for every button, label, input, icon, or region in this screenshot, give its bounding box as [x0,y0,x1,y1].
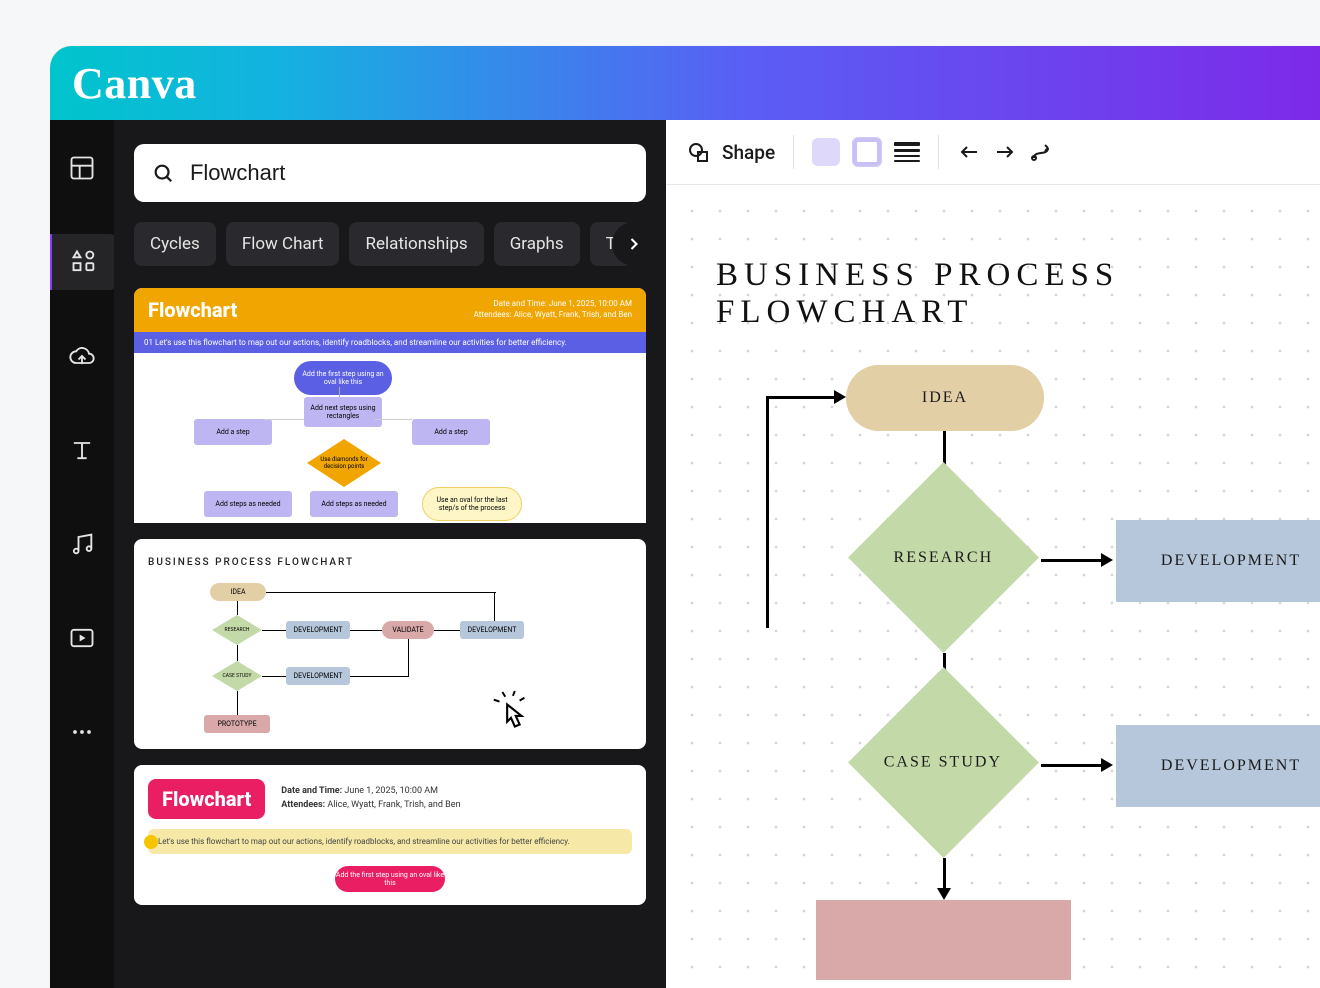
nav-rail [50,120,114,988]
template-card-1[interactable]: Flowchart Date and Time: June 1, 2025, 1… [134,288,646,523]
t1-meta-2: Attendees: Alice, Wyatt, Frank, Trish, a… [474,309,632,320]
arrow-research-dev1-head [1101,553,1113,567]
t2-validate: VALIDATE [382,621,434,639]
t3-node1: Add the first step using an oval like th… [335,866,445,892]
canvas-title: BUSINESS PROCESS FLOWCHART [716,257,1320,331]
chip-relationships[interactable]: Relationships [349,222,483,266]
chips-scroll-right[interactable] [616,226,652,262]
arrow-research-dev1 [1041,559,1103,562]
template-results: Flowchart Date and Time: June 1, 2025, 1… [134,288,646,905]
elements-nav[interactable] [50,234,116,290]
node-idea-label: IDEA [922,389,968,407]
more-nav[interactable] [50,704,114,760]
layout-icon [68,154,96,182]
t1-node-bl: Add steps as needed [204,491,292,517]
connector-icon[interactable] [1029,140,1053,164]
template-card-2[interactable]: BUSINESS PROCESS FLOWCHART IDEA RESEARCH… [134,539,646,749]
search-icon [152,161,174,185]
t1-node-decide: Use diamonds for decision points [307,439,381,487]
node-dev1[interactable]: DEVELOPMENT [1116,520,1320,602]
template-card-3[interactable]: Flowchart Date and Time: Date and Time: … [134,765,646,905]
t1-node-start: Add the first step using an oval like th… [294,361,392,395]
arrow-elbow-h [766,396,836,399]
t1-meta-1: Date and Time: June 1, 2025, 10:00 AM [474,298,632,309]
toolbar-divider-1 [793,135,794,169]
node-idea[interactable]: IDEA [846,365,1044,431]
search-input[interactable] [188,159,628,187]
node-dev2[interactable]: DEVELOPMENT [1116,725,1320,807]
node-research[interactable]: RESEARCH [848,462,1039,653]
toolbar-divider-2 [938,135,939,169]
t1-meta: Date and Time: June 1, 2025, 10:00 AM At… [474,298,632,320]
titlebar: Canva [50,46,1320,120]
t1-node-left: Add a step [194,419,272,445]
t2-case: CASE STUDY [212,661,262,691]
t2-dev3: DEVELOPMENT [286,667,350,685]
chip-cycles[interactable]: Cycles [134,222,216,266]
t2-title: BUSINESS PROCESS FLOWCHART [148,557,632,568]
t3-meta: Date and Time: Date and Time: June 1, 20… [281,785,460,812]
t3-bar: Let's use this flowchart to map out our … [148,829,632,854]
t1-node-step: Add next steps using rectangles [304,397,382,427]
arrow-elbow-v [766,398,769,628]
arrow-case-dev2-head [1101,758,1113,772]
node-case[interactable]: CASE STUDY [848,667,1039,858]
category-chips: Cycles Flow Chart Relationships Graphs T [134,222,646,266]
app-window: Canva [50,46,1320,988]
more-icon [68,718,96,746]
chip-graphs[interactable]: Graphs [494,222,580,266]
node-dev1-label: DEVELOPMENT [1161,552,1301,570]
arrow-right-icon[interactable] [993,140,1017,164]
chevron-right-icon [624,234,644,254]
t2-research: RESEARCH [212,615,262,645]
audio-nav[interactable] [50,516,114,572]
t1-title: Flowchart [148,298,237,322]
t2-proto: PROTOTYPE [204,715,270,733]
cloud-upload-icon [68,342,96,370]
t1-node-bm: Add steps as needed [310,491,398,517]
node-case-label: CASE STUDY [884,753,1002,771]
t2-idea: IDEA [210,583,266,601]
templates-nav[interactable] [50,140,114,196]
arrow-elbow-head [834,390,846,404]
text-nav[interactable] [50,422,114,478]
brand-logo: Canva [72,58,197,109]
text-icon [68,436,96,464]
t1-header: Flowchart Date and Time: June 1, 2025, 1… [134,288,646,332]
chip-flowchart[interactable]: Flow Chart [226,222,340,266]
videos-nav[interactable] [50,610,114,666]
t3-title: Flowchart [148,779,265,819]
arrow-case-proto-head [937,888,951,900]
elements-panel: Cycles Flow Chart Relationships Graphs T… [114,120,666,988]
arrow-case-dev2 [1041,764,1103,767]
t1-body: Add the first step using an oval like th… [134,353,646,523]
shape-icon [686,140,710,164]
stroke-color-swatch[interactable] [852,137,882,167]
t1-subtitle: 01 Let's use this flowchart to map out o… [134,332,646,353]
t2-dev1: DEVELOPMENT [286,621,350,639]
video-icon [68,624,96,652]
t1-node-right: Add a step [412,419,490,445]
search-field[interactable] [134,144,646,202]
node-dev2-label: DEVELOPMENT [1161,757,1301,775]
canvas-area: Shape BUSINESS PROCESS F [666,120,1320,988]
t2-dev2: DEVELOPMENT [460,621,524,639]
arrow-case-proto [943,858,946,890]
shapes-icon [70,248,98,276]
shape-tool[interactable]: Shape [686,140,775,164]
line-weight-button[interactable] [894,142,920,162]
workspace: Cycles Flow Chart Relationships Graphs T… [50,120,1320,988]
design-canvas[interactable]: BUSINESS PROCESS FLOWCHART IDEA RESEARCH [666,185,1320,988]
node-research-label: RESEARCH [894,548,994,566]
music-icon [68,530,96,558]
shape-label: Shape [722,141,775,164]
click-cursor-icon [488,689,534,745]
arrow-left-icon[interactable] [957,140,981,164]
t1-node-end: Use an oval for the last step/s of the p… [422,487,522,521]
fill-color-swatch[interactable] [812,138,840,166]
canvas-toolbar: Shape [666,120,1320,185]
uploads-nav[interactable] [50,328,114,384]
node-proto[interactable] [816,900,1071,980]
